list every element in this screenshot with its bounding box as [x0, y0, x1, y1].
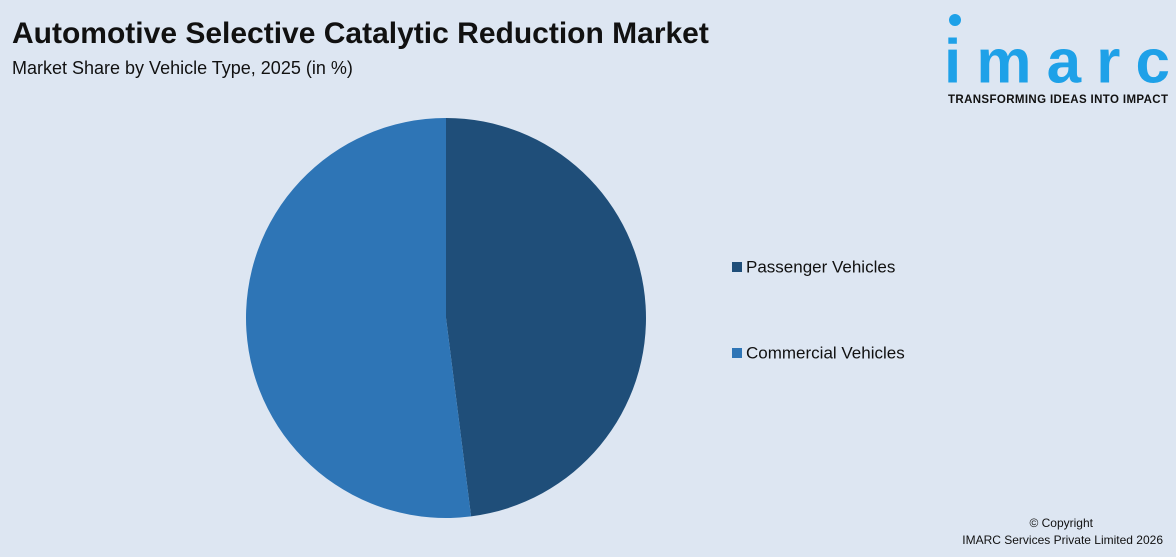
company: IMARC Services Private Limited 2026: [962, 533, 1163, 547]
legend-swatch: [732, 262, 742, 272]
legend-label: Commercial Vehicles: [746, 343, 905, 362]
chart-title: Automotive Selective Catalytic Reduction…: [12, 17, 709, 50]
logo-dot: [949, 14, 961, 26]
pie-slice: [446, 118, 646, 517]
copyright: © Copyright: [1029, 516, 1093, 530]
legend-swatch: [732, 348, 742, 358]
pie-slice: [245, 118, 472, 518]
legend-label: Passenger Vehicles: [746, 257, 895, 276]
chart-subtitle: Market Share by Vehicle Type, 2025 (in %…: [12, 58, 353, 78]
logo: imarc: [944, 27, 1170, 96]
logo-tagline: TRANSFORMING IDEAS INTO IMPACT: [948, 94, 1168, 106]
